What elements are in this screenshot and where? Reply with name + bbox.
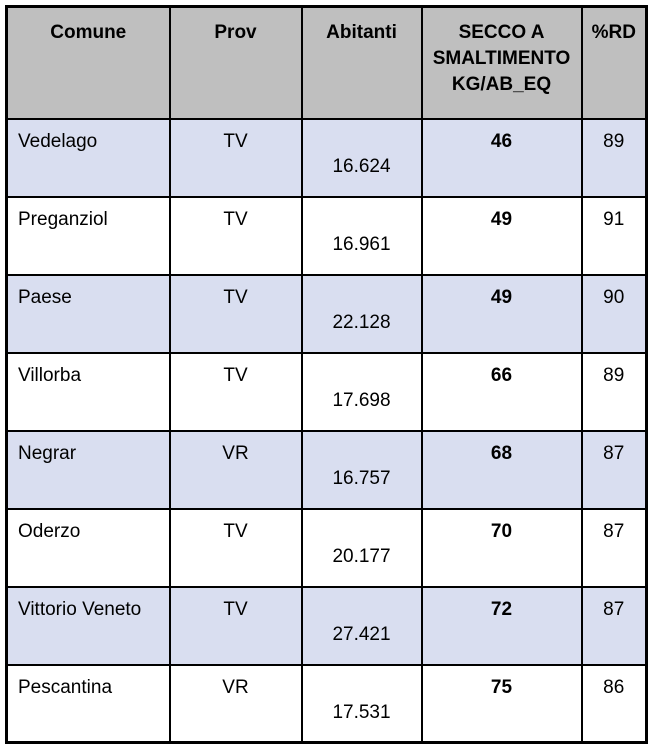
cell-comune: Villorba — [5, 351, 171, 432]
cell-comune: Vedelago — [5, 117, 171, 198]
cell-secco: 49 — [420, 273, 583, 354]
cell-secco: 66 — [420, 351, 583, 432]
cell-rd: 90 — [580, 273, 648, 354]
header-row: Comune Prov Abitanti SECCO A SMALTIMENTO… — [5, 5, 648, 120]
cell-comune: Oderzo — [5, 507, 171, 588]
abitanti-value: 22.128 — [332, 311, 391, 333]
column-header-secco: SECCO A SMALTIMENTO KG/AB_EQ — [420, 5, 583, 120]
cell-prov: VR — [168, 663, 303, 744]
cell-rd: 87 — [580, 507, 648, 588]
cell-secco: 75 — [420, 663, 583, 744]
table-row: Pescantina VR 17.531 75 86 — [5, 663, 648, 744]
cell-abitanti: 20.177 — [300, 507, 423, 588]
cell-prov: TV — [168, 117, 303, 198]
table-row: Preganziol TV 16.961 49 91 — [5, 195, 648, 276]
abitanti-value: 17.698 — [332, 389, 391, 411]
cell-prov: TV — [168, 585, 303, 666]
cell-comune: Negrar — [5, 429, 171, 510]
abitanti-value: 20.177 — [332, 545, 391, 567]
abitanti-value: 16.624 — [332, 155, 391, 177]
cell-rd: 86 — [580, 663, 648, 744]
cell-prov: TV — [168, 351, 303, 432]
abitanti-value: 27.421 — [332, 623, 391, 645]
cell-secco: 72 — [420, 585, 583, 666]
abitanti-value: 16.757 — [332, 467, 391, 489]
column-header-rd: %RD — [580, 5, 648, 120]
cell-rd: 89 — [580, 351, 648, 432]
cell-rd: 89 — [580, 117, 648, 198]
cell-secco: 70 — [420, 507, 583, 588]
column-header-prov: Prov — [168, 5, 303, 120]
column-header-comune: Comune — [5, 5, 171, 120]
cell-prov: TV — [168, 273, 303, 354]
abitanti-value: 16.961 — [332, 233, 391, 255]
cell-abitanti: 17.531 — [300, 663, 423, 744]
cell-abitanti: 16.757 — [300, 429, 423, 510]
table-row: Paese TV 22.128 49 90 — [5, 273, 648, 354]
abitanti-value: 17.531 — [332, 701, 391, 723]
cell-comune: Preganziol — [5, 195, 171, 276]
cell-comune: Pescantina — [5, 663, 171, 744]
cell-comune: Vittorio Veneto — [5, 585, 171, 666]
cell-prov: VR — [168, 429, 303, 510]
table-row: Villorba TV 17.698 66 89 — [5, 351, 648, 432]
table-row: Negrar VR 16.757 68 87 — [5, 429, 648, 510]
cell-comune: Paese — [5, 273, 171, 354]
cell-abitanti: 22.128 — [300, 273, 423, 354]
waste-data-table: Comune Prov Abitanti SECCO A SMALTIMENTO… — [5, 5, 648, 744]
table-row: Oderzo TV 20.177 70 87 — [5, 507, 648, 588]
cell-rd: 87 — [580, 585, 648, 666]
table-row: Vittorio Veneto TV 27.421 72 87 — [5, 585, 648, 666]
cell-abitanti: 27.421 — [300, 585, 423, 666]
cell-secco: 46 — [420, 117, 583, 198]
cell-rd: 87 — [580, 429, 648, 510]
table-row: Vedelago TV 16.624 46 89 — [5, 117, 648, 198]
cell-secco: 68 — [420, 429, 583, 510]
cell-abitanti: 16.961 — [300, 195, 423, 276]
cell-secco: 49 — [420, 195, 583, 276]
cell-prov: TV — [168, 195, 303, 276]
cell-prov: TV — [168, 507, 303, 588]
column-header-abitanti: Abitanti — [300, 5, 423, 120]
cell-rd: 91 — [580, 195, 648, 276]
cell-abitanti: 17.698 — [300, 351, 423, 432]
cell-abitanti: 16.624 — [300, 117, 423, 198]
